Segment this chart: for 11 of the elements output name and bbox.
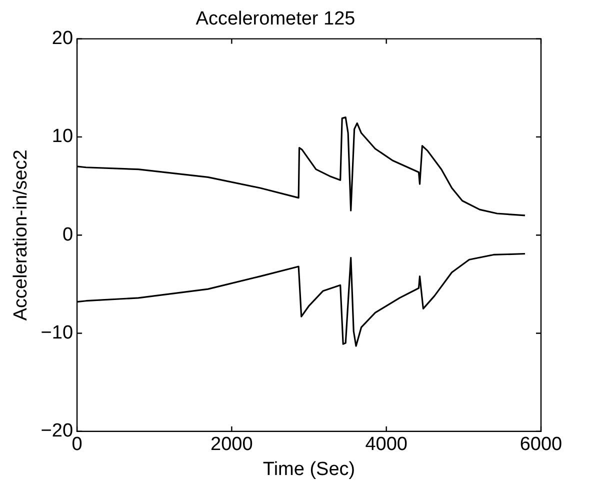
y-tick-label: −20: [40, 420, 74, 442]
x-axis-title: Time (Sec): [262, 458, 356, 480]
chart-title: Accelerometer 125: [196, 8, 356, 30]
x-tick-label: 2000: [210, 434, 253, 456]
y-tick-label: 0: [62, 224, 74, 246]
y-tick-label: −10: [40, 322, 74, 344]
x-tick-label: 6000: [520, 434, 562, 456]
x-tick-label: 4000: [365, 434, 408, 456]
y-tick-label: 10: [52, 126, 74, 148]
y-tick-label: 20: [52, 28, 74, 50]
y-axis-title: Acceleration-in/sec2: [10, 150, 32, 321]
